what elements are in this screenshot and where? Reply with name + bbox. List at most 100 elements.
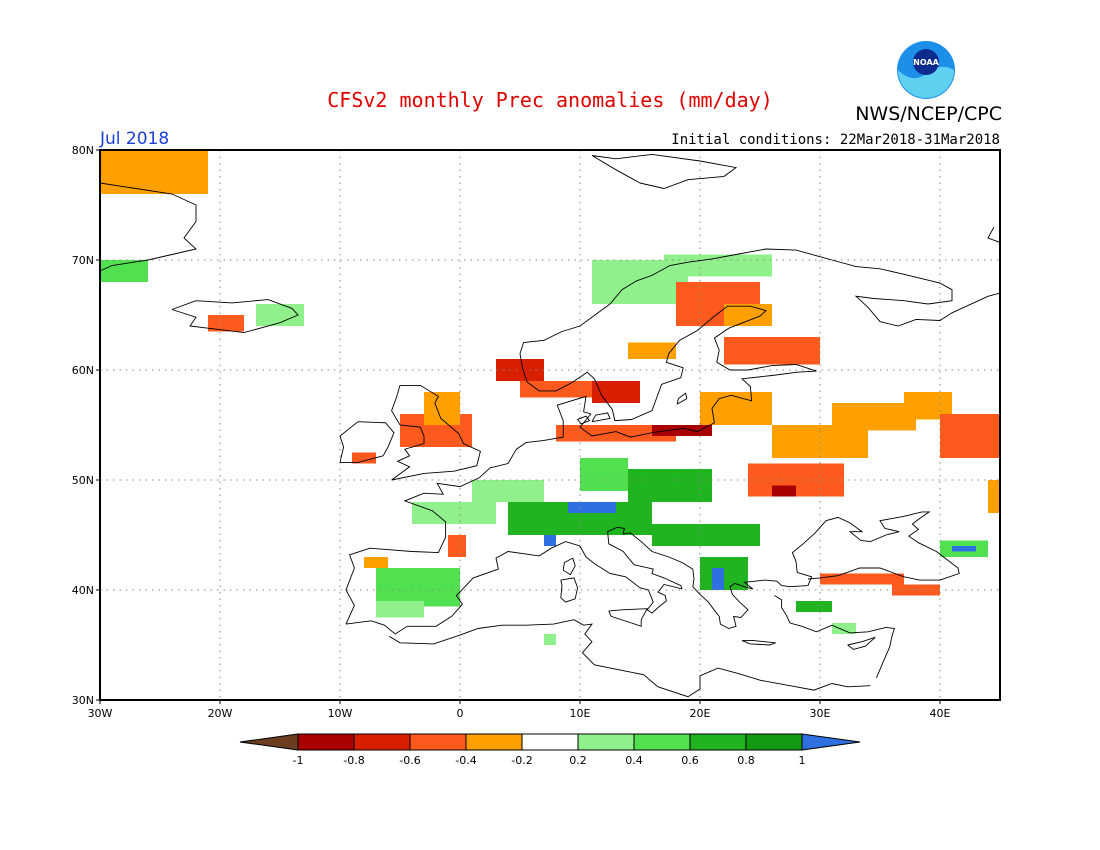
coastline: [100, 182, 197, 272]
anomaly-cell-7: [724, 304, 772, 326]
lat-tick-label: 80N: [72, 144, 94, 157]
anomaly-cell-33: [568, 502, 616, 513]
colorbar-label: 0.8: [737, 754, 755, 767]
coastline: [676, 392, 688, 405]
colorbar-bin: [409, 733, 467, 751]
lon-tick-label: 30W: [88, 707, 113, 720]
coastline: [388, 619, 871, 698]
map-grid: [100, 150, 1000, 700]
map-frame: [99, 149, 1001, 701]
coastline: [774, 595, 895, 679]
anomaly-cell-10: [496, 359, 544, 381]
anomaly-cell-14: [652, 425, 712, 436]
initial-conditions-label: Initial conditions: 22Mar2018-31Mar2018: [671, 132, 1000, 148]
anomaly-cell-25: [988, 480, 1000, 513]
colorbar-bin: [577, 733, 635, 751]
anomaly-cell-18: [352, 452, 376, 464]
anomaly-cell-28: [448, 535, 466, 557]
anomaly-cell-13: [556, 425, 676, 442]
anomaly-cell-22: [832, 403, 916, 431]
anomaly-cell-36: [628, 469, 712, 502]
coastline: [987, 226, 1000, 243]
colorbar-label: 0.4: [625, 754, 643, 767]
colorbar-label: -0.4: [455, 754, 476, 767]
lon-tick-label: 0: [457, 707, 464, 720]
anomaly-cell-21: [772, 485, 796, 497]
lon-tick-label: 20E: [690, 707, 711, 720]
anomaly-cell-31: [376, 601, 424, 618]
lon-tick-label: 30E: [810, 707, 831, 720]
colorbar-arrow-high: [801, 733, 861, 751]
anomaly-cell-35: [580, 458, 628, 491]
anomaly-cell-39: [712, 568, 724, 590]
anomaly-cell-3: [256, 304, 304, 326]
colorbar-bin: [689, 733, 747, 751]
lat-tick-label: 70N: [72, 254, 94, 267]
axis-ticks: 30W 20W 10W 0 10E 20E 30E 40E 30N 40N 50N 60N 70N 80N: [72, 144, 951, 720]
colorbar-label: -0.2: [511, 754, 532, 767]
anomaly-cell-34: [544, 535, 556, 546]
month-label: Jul 2018: [100, 129, 170, 149]
anomaly-cell-30: [376, 568, 460, 607]
lat-tick-label: 40N: [72, 584, 94, 597]
coastline: [391, 384, 481, 481]
noaa-logo: NOAA: [897, 41, 955, 99]
anomaly-cell-0: [100, 150, 208, 194]
svg-text:NOAA: NOAA: [913, 58, 939, 67]
colorbar-label: 0.2: [569, 754, 587, 767]
coastline: [608, 608, 648, 627]
coastline: [171, 299, 299, 334]
coastline: [741, 640, 776, 646]
colorbar-label: 0.6: [681, 754, 699, 767]
anomaly-cell-46: [832, 623, 856, 634]
coastline: [339, 421, 395, 463]
coastlines: [100, 153, 1000, 698]
anomaly-cell-9: [724, 337, 820, 365]
coastline: [345, 248, 1000, 625]
chart-title: CFSv2 monthly Prec anomalies (mm/day): [327, 88, 773, 112]
anomaly-cell-29: [364, 557, 388, 568]
colorbar-bin: [633, 733, 691, 751]
anomaly-cell-11: [520, 381, 604, 398]
colorbar-bin: [465, 733, 523, 751]
coastline: [591, 153, 738, 189]
anomaly-cell-42: [952, 546, 976, 552]
coastline: [345, 511, 960, 635]
colorbar-label: -0.8: [343, 754, 364, 767]
colorbar-bin: [745, 733, 803, 751]
anomaly-cell-44: [412, 502, 496, 524]
anomaly-cell-40: [796, 601, 832, 612]
anomaly-cell-45: [472, 480, 544, 502]
anomaly-cell-2: [208, 315, 244, 332]
colorbar-label: 1: [799, 754, 806, 767]
lat-tick-label: 60N: [72, 364, 94, 377]
lon-tick-label: 10E: [570, 707, 591, 720]
colorbar-label: -1: [293, 754, 304, 767]
colorbar-bin: [297, 733, 355, 751]
anomaly-cell-24: [940, 414, 1000, 458]
coastline: [562, 557, 576, 576]
organization-label: NWS/NCEP/CPC: [855, 103, 1002, 125]
lon-tick-label: 40E: [930, 707, 951, 720]
anomaly-cell-43: [544, 634, 556, 645]
anomaly-cells: [100, 150, 1000, 645]
lon-tick-label: 20W: [208, 707, 233, 720]
coastline: [591, 412, 611, 423]
coastline: [576, 415, 591, 425]
colorbar-label: -0.6: [399, 754, 420, 767]
anomaly-cell-8: [628, 342, 676, 359]
lon-tick-label: 10W: [328, 707, 353, 720]
lat-tick-label: 50N: [72, 474, 94, 487]
coastline: [560, 577, 579, 603]
colorbar-bin: [353, 733, 411, 751]
anomaly-cell-27: [892, 584, 940, 596]
coastline: [847, 636, 876, 650]
colorbar-arrow-low: [239, 733, 299, 751]
lat-tick-label: 30N: [72, 694, 94, 707]
anomaly-cell-26: [820, 573, 904, 585]
anomaly-cell-37: [652, 524, 760, 546]
anomaly-cell-12: [592, 381, 640, 403]
colorbar-bin: [521, 733, 579, 751]
